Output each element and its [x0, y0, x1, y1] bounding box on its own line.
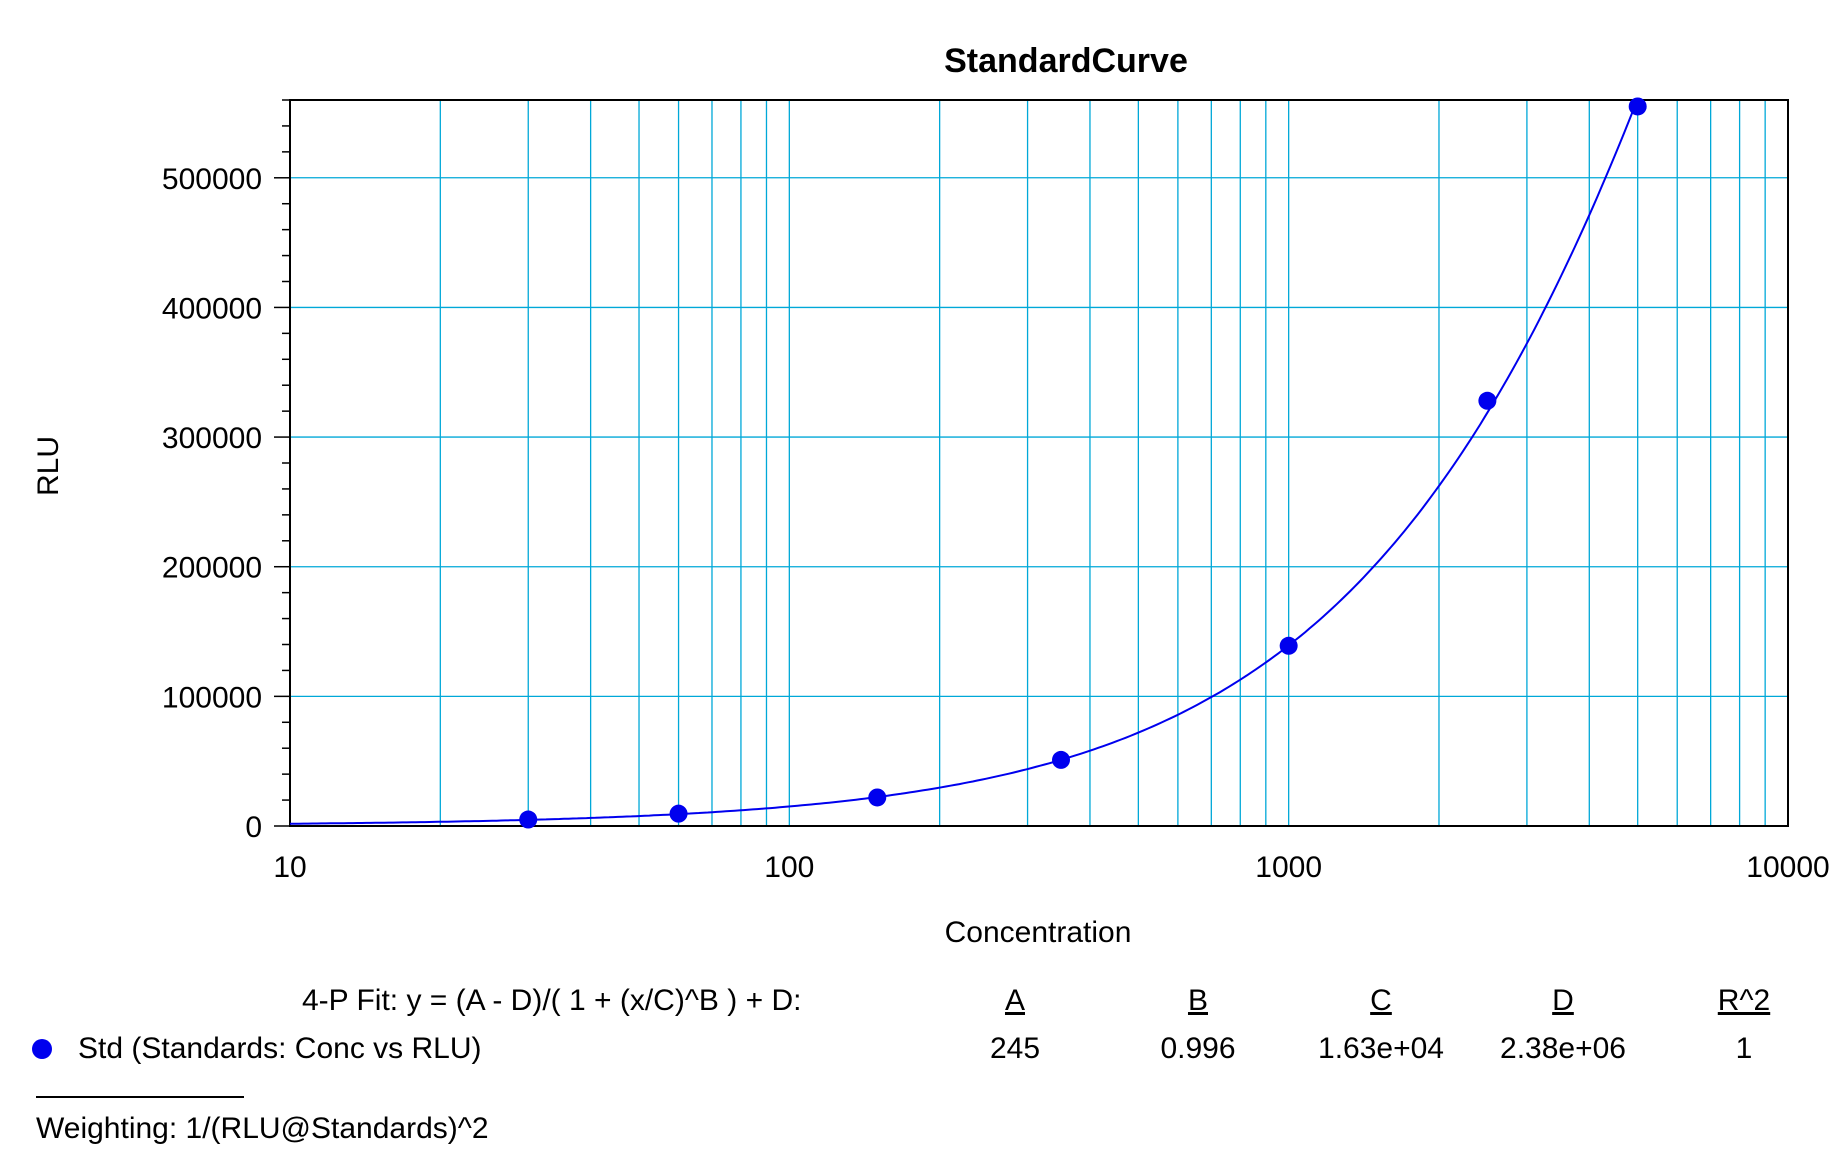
data-point: [669, 804, 688, 823]
weighting-label: Weighting: 1/(RLU@Standards)^2: [36, 1112, 489, 1145]
fit-value-b: 0.996: [1160, 1032, 1236, 1065]
x-tick-label: 10: [273, 851, 306, 884]
fit-header-d: D: [1552, 984, 1574, 1017]
fit-header-b: B: [1187, 984, 1208, 1017]
y-axis-label: RLU: [32, 436, 65, 496]
legend-series-label: Std (Standards: Conc vs RLU): [78, 1032, 482, 1065]
y-tick-label: 400000: [162, 292, 262, 325]
data-point: [1279, 636, 1298, 655]
fit-header-c: C: [1370, 984, 1392, 1017]
data-point: [1052, 750, 1071, 769]
fit-header-r2: R^2: [1717, 984, 1771, 1017]
data-point: [1628, 97, 1647, 116]
plot-frame: [289, 99, 1789, 827]
legend-marker-icon: [32, 1039, 52, 1059]
fit-equation: 4-P Fit: y = (A - D)/( 1 + (x/C)^B ) + D…: [302, 984, 802, 1017]
axes: [274, 99, 1789, 827]
fit-value-c: 1.63e+04: [1318, 1032, 1444, 1065]
y-tick-label: 100000: [162, 681, 262, 714]
data-points: [519, 97, 1647, 829]
fit-header-a: A: [1004, 984, 1025, 1017]
tick-labels: 0 100000 200000 300000 400000 500000 10 100 1000…: [162, 163, 1830, 884]
x-axis-label: Concentration: [945, 916, 1132, 949]
y-tick-label: 500000: [162, 163, 262, 196]
fit-curve: [290, 98, 1639, 825]
y-tick-label: 300000: [162, 422, 262, 455]
fit-value-a: 245: [989, 1032, 1041, 1065]
fit-value-d: 2.38e+06: [1500, 1032, 1626, 1065]
fit-value-r2: 1: [1735, 1032, 1753, 1065]
data-point: [519, 810, 538, 829]
y-tick-label: 0: [245, 811, 262, 844]
x-tick-label: 100: [764, 851, 814, 884]
chart-title: StandardCurve: [944, 42, 1188, 80]
x-tick-label: 1000: [1255, 851, 1322, 884]
data-point: [1478, 391, 1497, 410]
divider: [36, 1096, 244, 1098]
y-tick-label: 200000: [162, 552, 262, 585]
grid-lines: [290, 100, 1788, 826]
data-point: [868, 788, 887, 807]
x-tick-label: 10000: [1746, 851, 1829, 884]
